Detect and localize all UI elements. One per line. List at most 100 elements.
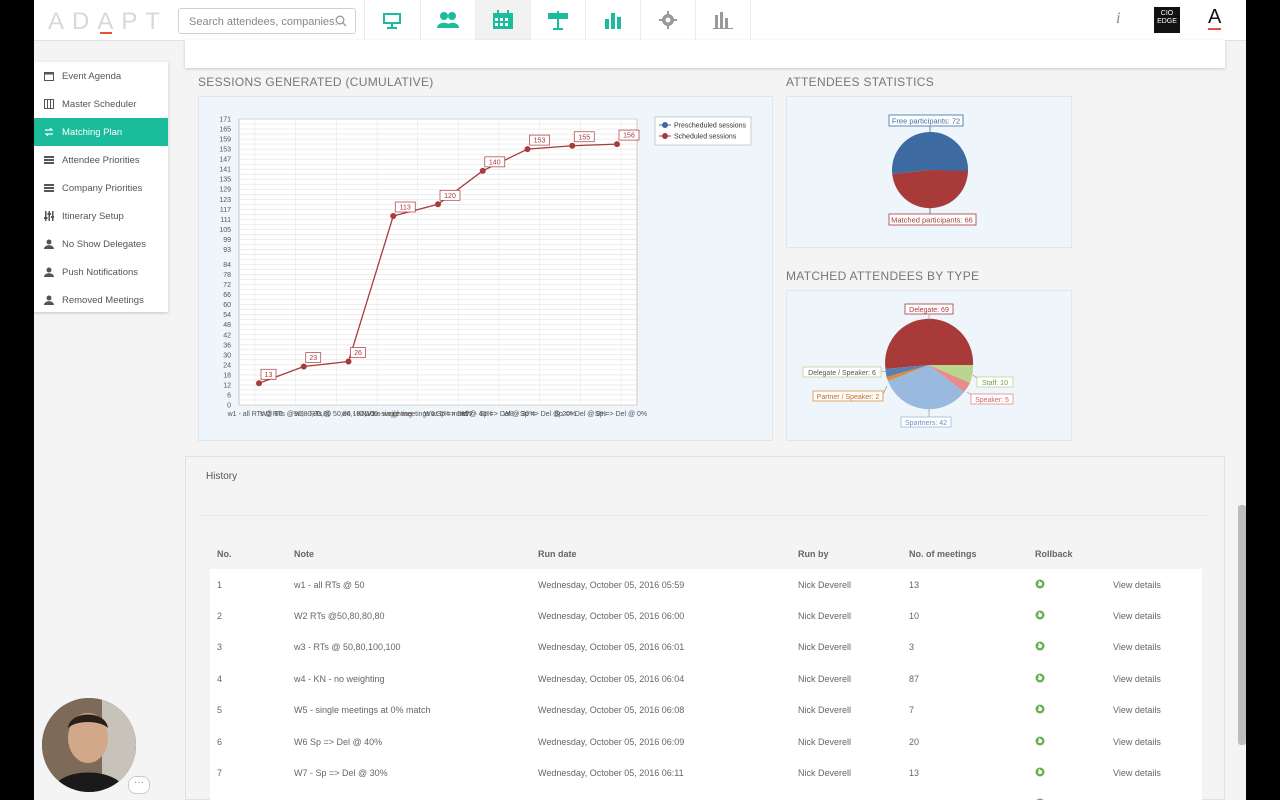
matched-by-type-title: MATCHED ATTENDEES BY TYPE — [786, 269, 980, 283]
row-run-date: Wednesday, October 05, 2016 06:11 — [531, 757, 791, 789]
table-header-row: No. Note Run date Run by No. of meetings… — [210, 539, 1202, 569]
row-number: 5 — [210, 694, 287, 726]
rollback-icon[interactable] — [1035, 579, 1045, 589]
y-tick-label: 18 — [223, 372, 231, 379]
adapt-logo[interactable]: ADAPT — [48, 8, 169, 35]
pie-slice-matched[interactable] — [892, 170, 968, 209]
info-icon[interactable]: i — [1116, 10, 1121, 27]
row-run-date: Wednesday, October 05, 2016 05:59 — [531, 569, 791, 601]
data-label: 156 — [623, 133, 635, 140]
sidebar-item-matching-plan[interactable]: Matching Plan — [34, 118, 168, 146]
rollback-icon[interactable] — [1035, 704, 1045, 714]
row-run-date: Wednesday, October 05, 2016 06:01 — [531, 631, 791, 664]
pie-slice-delegate[interactable] — [885, 318, 974, 369]
search-input[interactable] — [187, 10, 341, 34]
view-details-link[interactable]: View details — [1106, 788, 1202, 800]
pie-slice-delegate-speaker[interactable] — [885, 365, 930, 377]
y-tick-label: 6 — [227, 392, 231, 399]
table-row: 2 W2 RTs @50,80,80,80 Wednesday, October 0… — [210, 600, 1202, 632]
row-run-by: Nick Deverell — [791, 663, 902, 695]
data-point — [569, 142, 576, 149]
matched-label-box — [888, 213, 977, 226]
user-avatar[interactable]: A — [1208, 6, 1222, 30]
list-icon — [44, 156, 54, 164]
sidebar-item-no-show-delegates[interactable]: No Show Delegates — [34, 230, 168, 258]
webcam-options-button[interactable]: ··· — [128, 776, 150, 794]
staff-label-box — [976, 376, 1014, 388]
y-tick-label: 48 — [223, 322, 231, 329]
previous-card-bottom — [185, 40, 1225, 68]
nav-settings[interactable] — [640, 0, 695, 40]
view-details-link[interactable]: View details — [1106, 600, 1202, 632]
row-meetings: 13 — [902, 569, 1028, 601]
search-box[interactable] — [178, 8, 356, 34]
sidebar-item-push-notifications[interactable]: Push Notifications — [34, 258, 168, 286]
pie-slice-free-main[interactable] — [891, 132, 930, 174]
col-note: Note — [294, 549, 314, 559]
rollback-icon[interactable] — [1035, 736, 1045, 746]
row-run-date: Wednesday, October 05, 2016 06:13 — [531, 788, 791, 800]
data-label-box — [439, 189, 461, 201]
legend-label: Scheduled sessions — [674, 134, 737, 141]
cio-edge-logo[interactable]: CIO EDGE — [1154, 7, 1180, 33]
sidebar-item-master-scheduler[interactable]: Master Scheduler — [34, 90, 168, 118]
pie-slice-spartners[interactable] — [888, 365, 964, 410]
sidebar-item-removed-meetings[interactable]: Removed Meetings — [34, 286, 168, 314]
history-title: History — [206, 471, 238, 482]
spartners-label-box — [900, 416, 952, 428]
nav-attendees[interactable] — [420, 0, 475, 40]
view-details-link[interactable]: View details — [1106, 663, 1202, 695]
rollback-cell — [1028, 725, 1106, 758]
row-number: 2 — [210, 600, 287, 632]
y-tick-label: 12 — [223, 382, 231, 389]
search-icon[interactable] — [335, 15, 347, 27]
pie-slice-speaker[interactable] — [929, 365, 970, 392]
rollback-icon[interactable] — [1035, 610, 1045, 620]
nav-calendar[interactable] — [475, 0, 530, 40]
sidebar-item-company-priorities[interactable]: Company Priorities — [34, 174, 168, 202]
grid-icon — [44, 99, 54, 109]
pie-slice-free-right[interactable] — [930, 132, 969, 171]
spartners-label: Spartners: 42 — [905, 420, 947, 427]
rollback-icon[interactable] — [1035, 673, 1045, 683]
sidebar-item-label: Matching Plan — [62, 126, 123, 138]
app-window: ADAPT i CIO EDGE — [34, 0, 1246, 800]
presenter-video — [42, 698, 136, 792]
view-details-link[interactable]: View details — [1106, 569, 1202, 601]
table-row: 3 w3 - RTs @ 50,80,100,100 Wednesday, Octo… — [210, 631, 1202, 664]
delegate-speaker-label: Delegate / Speaker: 6 — [808, 370, 876, 377]
data-label-box — [529, 134, 550, 146]
nav-statistics[interactable] — [585, 0, 640, 40]
col-run-date: Run date — [538, 549, 577, 559]
view-details-link[interactable]: View details — [1106, 725, 1202, 758]
data-point — [300, 363, 307, 370]
nav-reports[interactable] — [695, 0, 750, 40]
y-tick-label: 141 — [219, 167, 231, 174]
view-details-link[interactable]: View details — [1106, 631, 1202, 664]
rollback-icon[interactable] — [1035, 767, 1045, 777]
sidebar-item-itinerary-setup[interactable]: Itinerary Setup — [34, 202, 168, 230]
sidebar-item-attendee-priorities[interactable]: Attendee Priorities — [34, 146, 168, 174]
pie-slice-partner-speaker[interactable] — [886, 365, 930, 381]
free-label-box — [888, 114, 964, 127]
page-scrollbar[interactable] — [1238, 505, 1246, 745]
nav-signpost[interactable] — [530, 0, 585, 40]
col-run-by: Run by — [798, 549, 829, 559]
row-number: 3 — [210, 631, 287, 664]
y-tick-label: 117 — [220, 207, 231, 214]
sidebar-item-event-agenda[interactable]: Event Agenda — [34, 62, 168, 90]
col-details — [1106, 539, 1202, 569]
nav-presentation[interactable] — [364, 0, 419, 40]
rollback-icon[interactable] — [1035, 641, 1045, 651]
sidebar-menu: Event Agenda Master Scheduler Matching P… — [34, 62, 168, 312]
data-label-box — [260, 368, 277, 380]
pie-slice-staff[interactable] — [929, 365, 974, 383]
view-details-link[interactable]: View details — [1106, 757, 1202, 789]
row-number: 8 — [210, 788, 287, 800]
x-tick-label: W7 - Sp => Del @ 30% — [463, 411, 536, 418]
view-details-link[interactable]: View details — [1106, 694, 1202, 726]
sidebar-item-label: Company Priorities — [62, 182, 143, 194]
row-number: 7 — [210, 757, 287, 789]
sidebar-item-label: Push Notifications — [62, 266, 139, 278]
data-label-box — [484, 156, 506, 168]
